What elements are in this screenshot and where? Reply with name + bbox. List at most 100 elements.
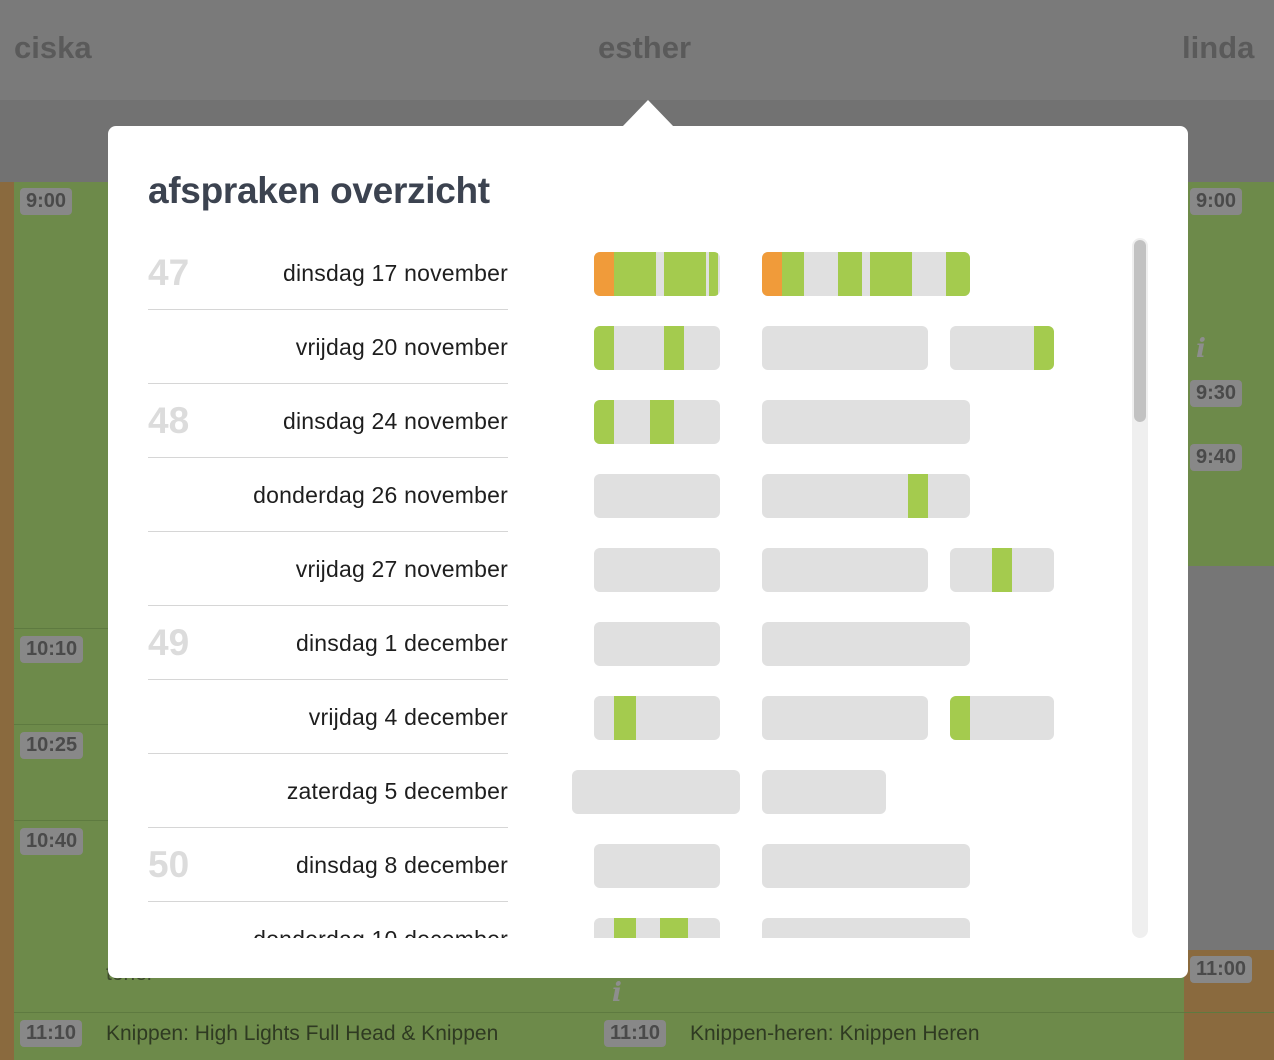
booked-segment[interactable] xyxy=(664,252,706,296)
availability-bar[interactable] xyxy=(762,696,928,740)
availability-bar[interactable] xyxy=(950,326,1054,370)
time-slot: 9:30 xyxy=(1190,380,1243,407)
availability-bar[interactable] xyxy=(762,844,970,888)
booked-segment[interactable] xyxy=(614,252,656,296)
time-slot: 9:00 xyxy=(20,188,73,215)
time-slot: 11:00 xyxy=(1190,956,1253,983)
row-divider xyxy=(148,827,508,828)
day-row[interactable]: 50 dinsdag 8 december xyxy=(108,828,1188,902)
booked-segment[interactable] xyxy=(594,400,614,444)
booked-segment[interactable] xyxy=(908,474,928,518)
availability-bar[interactable] xyxy=(594,252,720,296)
day-row[interactable]: donderdag 10 december xyxy=(108,902,1188,938)
booked-segment[interactable] xyxy=(870,252,912,296)
day-row[interactable]: 47 dinsdag 17 november xyxy=(108,236,1188,310)
day-row[interactable]: vrijdag 27 november xyxy=(108,532,1188,606)
booked-segment[interactable] xyxy=(838,252,862,296)
availability-bar[interactable] xyxy=(594,844,720,888)
scrollbar[interactable] xyxy=(1132,238,1148,938)
booked-segment[interactable] xyxy=(782,252,804,296)
calendar-column-linda[interactable] xyxy=(1184,182,1274,566)
availability-bar[interactable] xyxy=(594,548,720,592)
booked-segment[interactable] xyxy=(660,918,688,938)
availability-bar[interactable] xyxy=(762,918,970,938)
day-label: zaterdag 5 december xyxy=(286,778,508,804)
staff-name-linda[interactable]: linda xyxy=(1182,30,1255,65)
booked-segment[interactable] xyxy=(992,548,1012,592)
availability-bar[interactable] xyxy=(762,326,928,370)
availability-bar[interactable] xyxy=(762,474,970,518)
staff-name-ciska[interactable]: ciska xyxy=(14,30,92,65)
availability-bar[interactable] xyxy=(594,622,720,666)
calendar-free-slot[interactable] xyxy=(1184,566,1274,950)
row-divider xyxy=(148,309,508,310)
week-number: 47 xyxy=(148,252,190,293)
booked-segment[interactable] xyxy=(946,252,970,296)
week-number: 50 xyxy=(148,844,190,885)
booked-segment[interactable] xyxy=(614,696,636,740)
day-label: dinsdag 1 december xyxy=(295,630,508,656)
availability-bar[interactable] xyxy=(594,696,720,740)
day-list[interactable]: 47 dinsdag 17 november vrijdag 20 november… xyxy=(108,236,1188,938)
info-icon[interactable]: i xyxy=(612,978,622,1008)
availability-bar[interactable] xyxy=(762,622,970,666)
day-label: donderdag 26 november xyxy=(253,482,508,508)
day-row[interactable]: vrijdag 4 december xyxy=(108,680,1188,754)
row-divider xyxy=(148,679,508,680)
day-row[interactable]: zaterdag 5 december xyxy=(108,754,1188,828)
booked-segment[interactable] xyxy=(950,696,970,740)
day-label: vrijdag 4 december xyxy=(308,704,508,730)
scrollbar-thumb[interactable] xyxy=(1134,240,1146,422)
availability-bar[interactable] xyxy=(762,400,970,444)
day-row[interactable]: 48 dinsdag 24 november xyxy=(108,384,1188,458)
staff-header: ciska esther linda xyxy=(0,0,1274,100)
time-slot: 9:00 xyxy=(1190,188,1243,215)
availability-bar[interactable] xyxy=(762,770,886,814)
other-appointment-segment[interactable] xyxy=(762,252,782,296)
booked-segment[interactable] xyxy=(650,400,674,444)
day-row[interactable]: vrijdag 20 november xyxy=(108,310,1188,384)
row-divider xyxy=(148,383,508,384)
day-row[interactable]: donderdag 26 november xyxy=(108,458,1188,532)
info-icon[interactable]: i xyxy=(1196,334,1206,364)
time-slot: 11:10 xyxy=(604,1020,667,1047)
time-slot: 9:40 xyxy=(1190,444,1243,471)
popover-arrow xyxy=(622,100,674,127)
booked-segment[interactable] xyxy=(664,326,684,370)
day-label: vrijdag 20 november xyxy=(295,334,508,360)
availability-bar[interactable] xyxy=(762,548,928,592)
booked-segment[interactable] xyxy=(614,918,636,938)
popover-title: afspraken overzicht xyxy=(148,170,490,211)
row-divider xyxy=(148,901,508,902)
calendar-edge-column xyxy=(0,182,14,1060)
availability-bar[interactable] xyxy=(594,474,720,518)
time-slot: 11:10 xyxy=(20,1020,83,1047)
day-label: dinsdag 17 november xyxy=(282,260,508,286)
day-label: dinsdag 8 december xyxy=(295,852,508,878)
availability-bar[interactable] xyxy=(950,548,1054,592)
availability-bar[interactable] xyxy=(594,918,720,938)
booked-segment[interactable] xyxy=(709,252,718,296)
row-divider xyxy=(148,457,508,458)
week-number: 48 xyxy=(148,400,190,441)
row-divider xyxy=(148,531,508,532)
availability-bar[interactable] xyxy=(594,326,720,370)
staff-name-esther[interactable]: esther xyxy=(598,30,692,65)
day-row[interactable]: 49 dinsdag 1 december xyxy=(108,606,1188,680)
availability-bar[interactable] xyxy=(950,696,1054,740)
week-number: 49 xyxy=(148,622,190,663)
appointment-title[interactable]: Knippen: High Lights Full Head & Knippen xyxy=(106,1022,499,1045)
availability-bar[interactable] xyxy=(594,400,720,444)
availability-bar[interactable] xyxy=(572,770,740,814)
row-divider xyxy=(148,605,508,606)
booked-segment[interactable] xyxy=(594,326,614,370)
booked-segment[interactable] xyxy=(1034,326,1054,370)
row-divider xyxy=(148,753,508,754)
availability-bar[interactable] xyxy=(762,252,970,296)
day-label: vrijdag 27 november xyxy=(295,556,508,582)
slot-divider xyxy=(14,1012,1274,1013)
appointment-title[interactable]: Knippen-heren: Knippen Heren xyxy=(690,1022,980,1045)
day-label: dinsdag 24 november xyxy=(282,408,508,434)
time-slot: 10:10 xyxy=(20,636,84,663)
other-appointment-segment[interactable] xyxy=(594,252,614,296)
